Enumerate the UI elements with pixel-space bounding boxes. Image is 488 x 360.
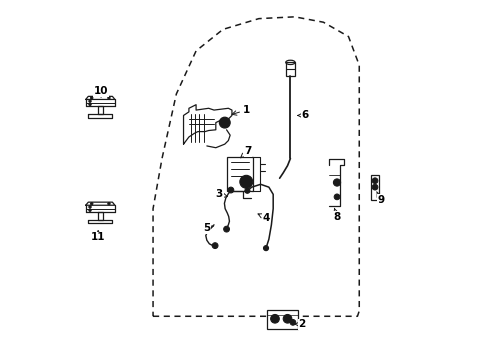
Circle shape [243, 179, 249, 185]
Circle shape [263, 246, 268, 251]
Circle shape [212, 243, 218, 248]
Circle shape [107, 202, 110, 205]
Circle shape [244, 188, 249, 193]
Circle shape [239, 175, 252, 188]
Text: 9: 9 [376, 192, 384, 205]
Circle shape [223, 226, 229, 232]
Text: 6: 6 [297, 111, 308, 121]
Circle shape [227, 187, 233, 193]
Circle shape [89, 209, 91, 211]
Text: 10: 10 [94, 86, 108, 97]
Text: 4: 4 [258, 213, 269, 222]
Bar [370, 175, 378, 200]
Circle shape [333, 194, 339, 200]
Bar [285, 62, 294, 76]
Text: 8: 8 [333, 208, 340, 221]
Bar [266, 310, 297, 329]
Text: 2: 2 [294, 319, 305, 329]
Circle shape [371, 184, 377, 190]
Circle shape [270, 315, 279, 323]
Circle shape [89, 103, 91, 105]
Circle shape [219, 117, 230, 128]
Text: 3: 3 [215, 189, 227, 199]
Text: 5: 5 [203, 224, 213, 233]
Circle shape [222, 120, 227, 126]
Bar [227, 157, 253, 191]
Circle shape [89, 206, 91, 208]
Circle shape [89, 100, 91, 102]
Text: 7: 7 [240, 146, 251, 158]
Circle shape [107, 97, 110, 99]
Circle shape [90, 202, 93, 205]
Circle shape [289, 319, 295, 325]
Circle shape [90, 97, 93, 99]
Circle shape [283, 315, 291, 323]
Circle shape [371, 178, 377, 184]
Circle shape [333, 179, 340, 186]
Text: 11: 11 [91, 230, 105, 242]
Text: 1: 1 [232, 105, 249, 115]
